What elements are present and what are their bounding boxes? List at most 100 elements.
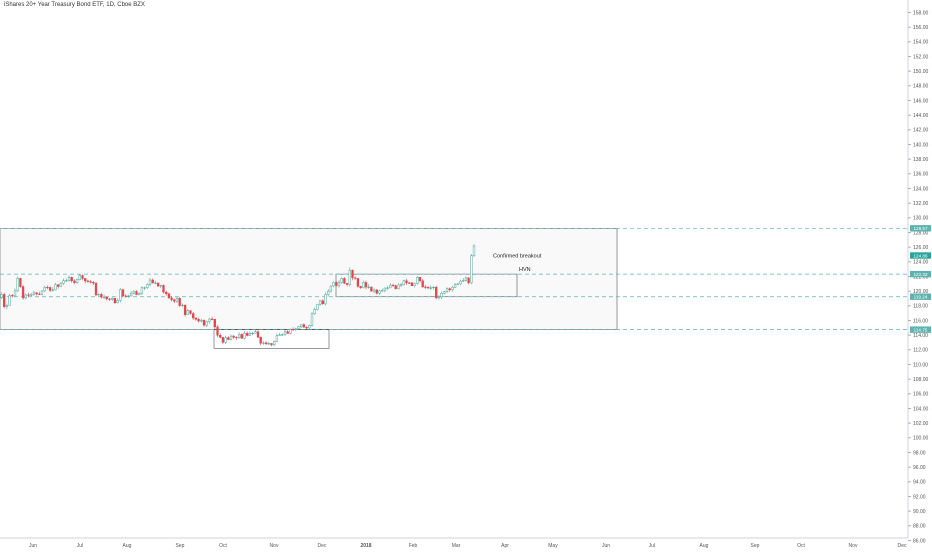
candle-body bbox=[402, 280, 405, 285]
y-tick-label: 124.00 bbox=[913, 260, 929, 266]
price-badge-label: 114.75 bbox=[914, 327, 928, 332]
y-axis[interactable]: 86.00 88.00 90.00 92.00 94.00 96.00 98.00 100.0… bbox=[907, 0, 929, 544]
y-tick-label: 104.00 bbox=[913, 406, 929, 412]
candle-body bbox=[291, 329, 295, 331]
candle-body bbox=[294, 328, 297, 330]
candle-body bbox=[208, 318, 211, 322]
candle-body bbox=[354, 277, 357, 279]
candle-body bbox=[462, 280, 465, 282]
candle-body bbox=[432, 286, 435, 289]
trading-range-box bbox=[0, 228, 618, 330]
candle-body bbox=[405, 280, 408, 284]
x-tick-label: Jun bbox=[602, 543, 610, 549]
y-tick-label: 92.00 bbox=[913, 494, 926, 500]
candle-body bbox=[240, 334, 243, 339]
candle-body bbox=[46, 287, 49, 289]
y-tick-label: 158.00 bbox=[913, 10, 929, 16]
y-tick-label: 112.00 bbox=[913, 348, 928, 354]
x-tick-label: Sep bbox=[176, 543, 185, 549]
y-tick-label: 94.00 bbox=[913, 480, 926, 486]
x-tick-label: Jul bbox=[77, 543, 83, 549]
candle-body bbox=[111, 298, 114, 300]
candle-body bbox=[375, 289, 378, 294]
candle-body bbox=[378, 290, 381, 294]
candle-body bbox=[367, 286, 370, 288]
y-tick-label: 88.00 bbox=[913, 524, 926, 530]
accumulation-box bbox=[213, 328, 330, 349]
y-tick-label: 132.00 bbox=[913, 201, 929, 207]
candle-body bbox=[297, 326, 300, 330]
x-tick-label: Apr bbox=[501, 543, 509, 549]
candle-body bbox=[19, 277, 22, 287]
candle-body bbox=[89, 281, 92, 283]
candle-body bbox=[281, 334, 284, 336]
x-tick-label: Dec bbox=[898, 543, 907, 549]
candle-body bbox=[313, 309, 316, 315]
candle-body bbox=[54, 284, 57, 291]
candle-body bbox=[283, 331, 287, 335]
x-tick-label: Feb bbox=[409, 543, 418, 549]
candle-body bbox=[40, 290, 44, 295]
x-tick-label: Aug bbox=[700, 543, 709, 549]
candle-body bbox=[165, 291, 168, 294]
candle-body bbox=[337, 281, 341, 286]
candle-body bbox=[251, 332, 254, 335]
candle-body bbox=[73, 280, 76, 284]
y-tick-label: 110.00 bbox=[913, 362, 928, 368]
candle-body bbox=[370, 286, 373, 292]
candle-body bbox=[189, 310, 192, 314]
candle-body bbox=[424, 286, 427, 288]
zone-layer bbox=[0, 228, 618, 349]
x-tick-label: Jun bbox=[29, 543, 37, 549]
candle-body bbox=[262, 342, 265, 344]
candle-body bbox=[219, 334, 222, 338]
candle-body bbox=[235, 337, 238, 339]
hvn-annotation: HVN bbox=[519, 267, 531, 273]
x-tick-label: Nov bbox=[270, 543, 279, 549]
candle-body bbox=[237, 334, 241, 338]
candle-body bbox=[362, 282, 365, 289]
x-tick-label: Oct bbox=[797, 543, 805, 549]
candle-body bbox=[435, 286, 438, 299]
candle-body bbox=[278, 334, 281, 336]
candle-body bbox=[267, 343, 270, 345]
candle-body bbox=[21, 286, 25, 299]
candle-body bbox=[216, 326, 219, 336]
x-axis[interactable]: Jun Jul Aug Sep Oct Nov Dec 2018 Feb Mar Apr May Jun… bbox=[0, 537, 908, 549]
candle-body bbox=[140, 287, 144, 294]
candle-body bbox=[13, 290, 17, 297]
candle-body bbox=[305, 326, 308, 329]
candle-body bbox=[186, 310, 189, 315]
candle-body bbox=[154, 282, 157, 284]
candle-body bbox=[200, 319, 203, 322]
candle-body bbox=[472, 245, 476, 256]
candle-body bbox=[43, 287, 46, 292]
candle-body bbox=[329, 285, 333, 292]
candle-body bbox=[81, 275, 84, 279]
candle-body bbox=[270, 343, 273, 346]
candle-body bbox=[359, 286, 362, 289]
candle-body bbox=[316, 304, 319, 310]
candle-body bbox=[100, 294, 103, 298]
candle-body bbox=[300, 324, 303, 327]
candle-body bbox=[194, 317, 198, 320]
candle-body bbox=[113, 298, 117, 304]
candle-body bbox=[308, 325, 311, 329]
candle-body bbox=[232, 335, 235, 338]
price-badges: 128.57 124.86 122.32 119.24 114.75 bbox=[910, 225, 931, 333]
candle-body bbox=[289, 329, 292, 334]
x-tick-label: May bbox=[548, 543, 558, 549]
candle-body bbox=[426, 287, 430, 289]
candle-body bbox=[418, 276, 422, 281]
price-badge bbox=[910, 252, 931, 259]
y-tick-label: 146.00 bbox=[913, 98, 929, 104]
candle-body bbox=[183, 304, 187, 315]
candle-body bbox=[116, 300, 119, 304]
candle-body bbox=[178, 298, 181, 306]
candle-body bbox=[259, 336, 262, 344]
y-tick-label: 150.00 bbox=[913, 69, 929, 75]
candle-body bbox=[11, 295, 14, 297]
x-tick-label: Nov bbox=[849, 543, 858, 549]
y-tick-label: 106.00 bbox=[913, 392, 929, 398]
